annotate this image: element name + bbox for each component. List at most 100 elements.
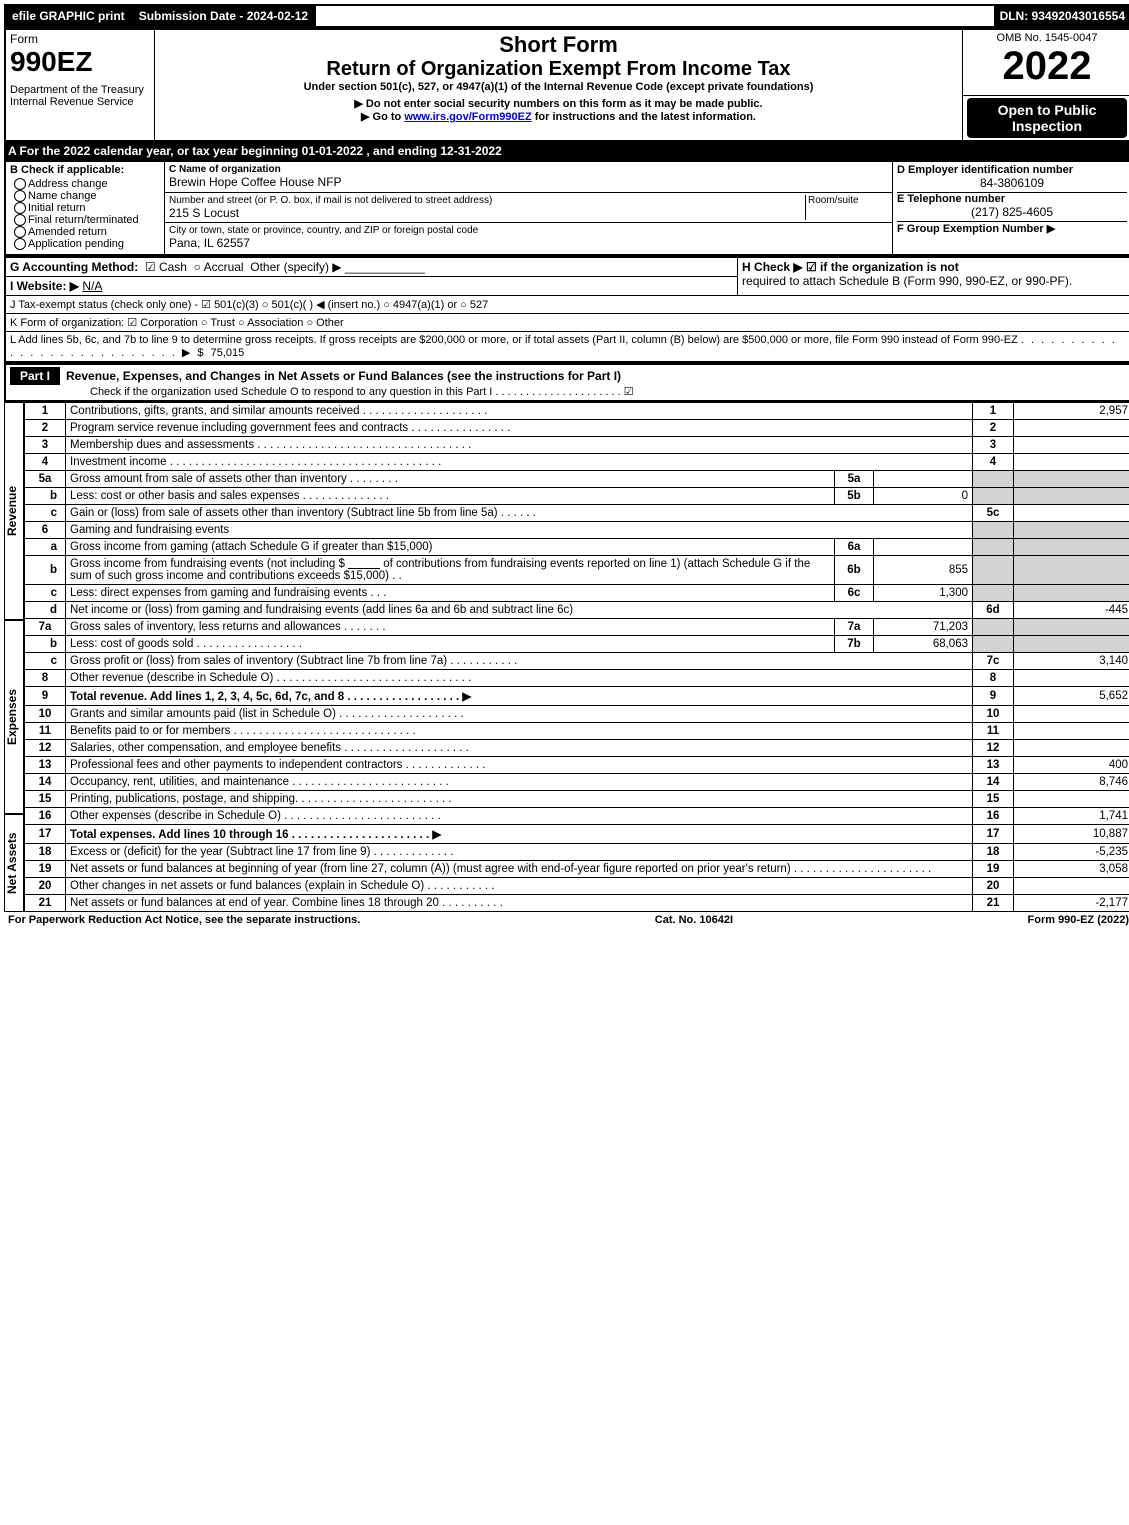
val-7a: 71,203 — [874, 618, 973, 635]
ghijkl: G Accounting Method: ☑ Cash ○ Accrual Ot… — [4, 256, 1129, 363]
line-5a: Gross amount from sale of assets other t… — [66, 470, 835, 487]
val-21: -2,177 — [1014, 894, 1129, 911]
line-9: Total revenue. Add lines 1, 2, 3, 4, 5c,… — [66, 686, 973, 705]
footer-cat: Cat. No. 10642I — [655, 914, 733, 926]
cb-address-change[interactable]: Address change — [28, 178, 108, 190]
part1-heading: Revenue, Expenses, and Changes in Net As… — [66, 369, 621, 383]
i-label: I Website: ▶ — [10, 279, 79, 293]
line-13: Professional fees and other payments to … — [66, 756, 973, 773]
footer: For Paperwork Reduction Act Notice, see … — [4, 912, 1129, 928]
g-label: G Accounting Method: — [10, 260, 138, 274]
line-16: Other expenses (describe in Schedule O) … — [66, 807, 973, 824]
line-7b: Less: cost of goods sold . . . . . . . .… — [66, 635, 835, 652]
website: N/A — [82, 279, 102, 293]
cb-final-return[interactable]: Final return/terminated — [28, 214, 139, 226]
line-20: Other changes in net assets or fund bala… — [66, 877, 973, 894]
header-table: Form 990EZ Department of the Treasury In… — [4, 28, 1129, 142]
line-17: Total expenses. Add lines 10 through 16 … — [66, 824, 973, 843]
line-11: Benefits paid to or for members . . . . … — [66, 722, 973, 739]
line-4: Investment income . . . . . . . . . . . … — [66, 453, 973, 470]
entity-info: B Check if applicable: Address change Na… — [4, 160, 1129, 256]
val-1: 2,957 — [1014, 402, 1129, 419]
part1-check: Check if the organization used Schedule … — [10, 385, 1127, 398]
side-netassets: Net Assets — [4, 814, 24, 912]
irs: Internal Revenue Service — [10, 96, 150, 108]
val-6c: 1,300 — [874, 584, 973, 601]
footer-left: For Paperwork Reduction Act Notice, see … — [8, 914, 360, 926]
under-section: Under section 501(c), 527, or 4947(a)(1)… — [159, 81, 958, 93]
cb-initial-return[interactable]: Initial return — [28, 202, 85, 214]
line-18: Excess or (deficit) for the year (Subtra… — [66, 843, 973, 860]
line-21: Net assets or fund balances at end of ye… — [66, 894, 973, 911]
form-number: 990EZ — [10, 46, 150, 78]
irs-link[interactable]: www.irs.gov/Form990EZ — [404, 111, 531, 123]
val-14: 8,746 — [1014, 773, 1129, 790]
cb-amended[interactable]: Amended return — [28, 226, 107, 238]
val-6b: 855 — [874, 555, 973, 584]
h-text: required to attach Schedule B (Form 990,… — [742, 274, 1072, 288]
cb-pending[interactable]: Application pending — [28, 238, 124, 250]
line-14: Occupancy, rent, utilities, and maintena… — [66, 773, 973, 790]
line-19: Net assets or fund balances at beginning… — [66, 860, 973, 877]
line-5c: Gain or (loss) from sale of assets other… — [66, 504, 973, 521]
f-label: F Group Exemption Number ▶ — [897, 221, 1127, 235]
val-7c: 3,140 — [1014, 652, 1129, 669]
main-title: Return of Organization Exempt From Incom… — [159, 58, 958, 81]
val-9: 5,652 — [1014, 686, 1129, 705]
val-6d: -445 — [1014, 601, 1129, 618]
val-5b: 0 — [874, 487, 973, 504]
efile-label: efile GRAPHIC print — [6, 6, 133, 26]
line-3: Membership dues and assessments . . . . … — [66, 436, 973, 453]
line-10: Grants and similar amounts paid (list in… — [66, 705, 973, 722]
submission-date: Submission Date - 2024-02-12 — [133, 6, 316, 26]
bullet-link: ▶ Go to www.irs.gov/Form990EZ for instru… — [159, 110, 958, 123]
city-label: City or town, state or province, country… — [169, 225, 888, 236]
line-5b: Less: cost or other basis and sales expe… — [66, 487, 835, 504]
g-other[interactable]: Other (specify) ▶ — [250, 260, 341, 274]
b-label: B Check if applicable: — [10, 164, 160, 176]
street: 215 S Locust — [169, 206, 805, 220]
omb-no: OMB No. 1545-0047 — [967, 32, 1127, 44]
l-text: L Add lines 5b, 6c, and 7b to line 9 to … — [10, 334, 1018, 346]
g-cash[interactable]: Cash — [159, 260, 187, 274]
part1-header: Part I Revenue, Expenses, and Changes in… — [4, 363, 1129, 402]
section-a: A For the 2022 calendar year, or tax yea… — [4, 142, 1129, 160]
line-6c: Less: direct expenses from gaming and fu… — [66, 584, 835, 601]
dln: DLN: 93492043016554 — [994, 6, 1129, 26]
bullet-ssn: ▶ Do not enter social security numbers o… — [159, 97, 958, 110]
city: Pana, IL 62557 — [169, 236, 888, 250]
b-checklist: Address change Name change Initial retur… — [10, 176, 160, 252]
cb-name-change[interactable]: Name change — [28, 190, 97, 202]
line-6b: Gross income from fundraising events (no… — [66, 555, 835, 584]
line-6d: Net income or (loss) from gaming and fun… — [66, 601, 973, 618]
line-2: Program service revenue including govern… — [66, 419, 973, 436]
line-7c: Gross profit or (loss) from sales of inv… — [66, 652, 973, 669]
ein: 84-3806109 — [897, 176, 1127, 190]
line-12: Salaries, other compensation, and employ… — [66, 739, 973, 756]
top-bar: efile GRAPHIC print Submission Date - 20… — [4, 4, 1129, 28]
c-label: C Name of organization — [169, 164, 888, 175]
form-word: Form — [10, 32, 150, 46]
tax-year: 2022 — [967, 44, 1127, 89]
open-public: Open to Public Inspection — [967, 98, 1127, 138]
l-val: 75,015 — [211, 347, 245, 359]
val-17: 10,887 — [1014, 824, 1129, 843]
side-revenue: Revenue — [4, 402, 24, 620]
val-18: -5,235 — [1014, 843, 1129, 860]
footer-right: Form 990-EZ (2022) — [1028, 914, 1129, 926]
org-name: Brewin Hope Coffee House NFP — [169, 175, 888, 189]
dept: Department of the Treasury — [10, 84, 150, 96]
line-6: Gaming and fundraising events — [66, 521, 973, 538]
g-accrual[interactable]: Accrual — [204, 260, 244, 274]
j-line: J Tax-exempt status (check only one) - ☑… — [5, 295, 1129, 313]
h-label: H Check ▶ ☑ if the organization is not — [742, 260, 959, 274]
lines-table: 1Contributions, gifts, grants, and simil… — [24, 402, 1129, 912]
line-7a: Gross sales of inventory, less returns a… — [66, 618, 835, 635]
line-6a: Gross income from gaming (attach Schedul… — [66, 538, 835, 555]
e-label: E Telephone number — [897, 192, 1127, 205]
room-label: Room/suite — [805, 195, 888, 220]
line-1: Contributions, gifts, grants, and simila… — [66, 402, 973, 419]
phone: (217) 825-4605 — [897, 205, 1127, 219]
line-15: Printing, publications, postage, and shi… — [66, 790, 973, 807]
val-7b: 68,063 — [874, 635, 973, 652]
